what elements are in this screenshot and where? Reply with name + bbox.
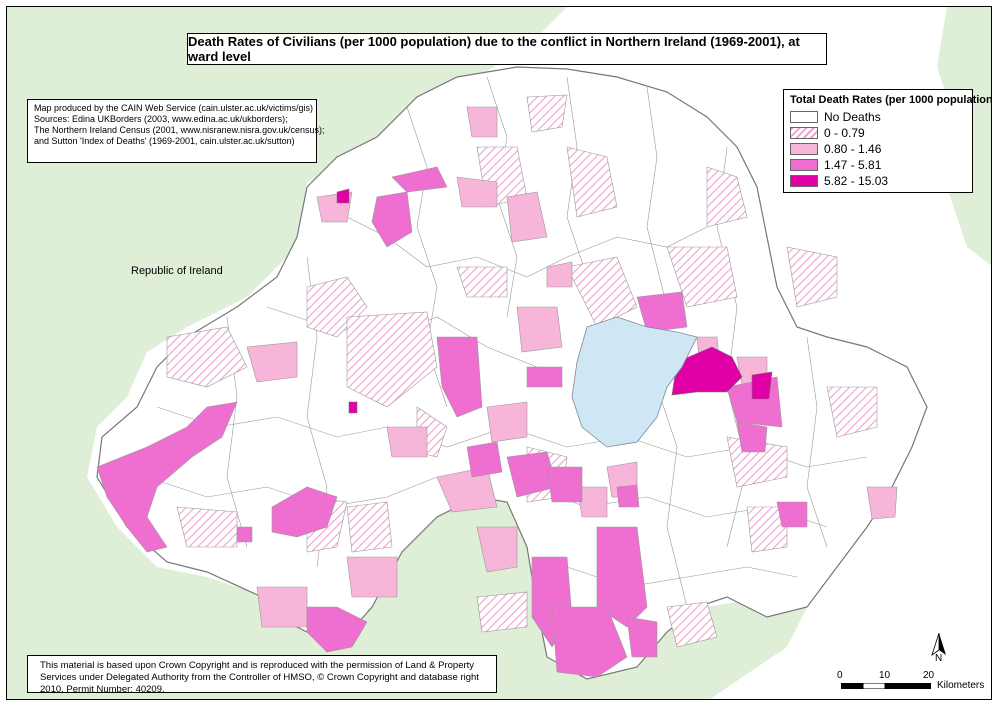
copyright-notice: This material is based upon Crown Copyri…: [27, 655, 497, 695]
map-frame: Death Rates of Civilians (per 1000 popul…: [6, 6, 992, 700]
scale-tick-label: 20: [923, 670, 935, 681]
legend-swatch: [790, 111, 818, 123]
legend-item-5.82-15.03: 5.82 - 15.03: [790, 173, 966, 189]
legend-swatch: [790, 127, 818, 139]
credit-line: Map produced by the CAIN Web Service (ca…: [34, 103, 313, 113]
region-label: Republic of Ireland: [131, 265, 223, 277]
credits-box: Map produced by the CAIN Web Service (ca…: [27, 99, 325, 163]
credit-line: Sources: Edina UKBorders (2003, www.edin…: [34, 114, 288, 124]
legend-swatch: [790, 143, 818, 155]
legend-swatch: [790, 175, 818, 187]
legend-label: No Deaths: [824, 110, 881, 124]
north-arrow-icon: N: [929, 632, 949, 672]
wards-5.82-15.03: [336, 188, 773, 414]
scale-bar-graphic: [841, 683, 931, 689]
legend-label: 5.82 - 15.03: [824, 174, 889, 188]
legend: Total Death Rates (per 1000 population) …: [783, 89, 992, 193]
credit-line: and Sutton 'Index of Deaths' (1969-2001,…: [34, 136, 295, 146]
choropleth-map: [7, 7, 991, 699]
wards-1.47-5.81: [96, 166, 808, 678]
north-label: N: [935, 653, 943, 664]
legend-label: 0.80 - 1.46: [824, 142, 882, 156]
legend-item-0.80-1.46: 0.80 - 1.46: [790, 141, 966, 157]
lough-neagh: [571, 316, 698, 448]
scale-tick-label: 10: [879, 670, 891, 681]
legend-label: 0 - 0.79: [824, 126, 865, 140]
legend-title: Total Death Rates (per 1000 population): [790, 94, 992, 106]
scale-unit: Kilometers: [937, 680, 985, 691]
legend-item-0-0.79: 0 - 0.79: [790, 125, 966, 141]
map-title: Death Rates of Civilians (per 1000 popul…: [187, 33, 827, 65]
legend-swatch: [790, 159, 818, 171]
scale-tick-label: 0: [837, 670, 843, 681]
credit-line: The Northern Ireland Census (2001, www.n…: [34, 125, 325, 135]
legend-label: 1.47 - 5.81: [824, 158, 882, 172]
legend-item-1.47-5.81: 1.47 - 5.81: [790, 157, 966, 173]
legend-item-no-deaths: No Deaths: [790, 109, 966, 125]
